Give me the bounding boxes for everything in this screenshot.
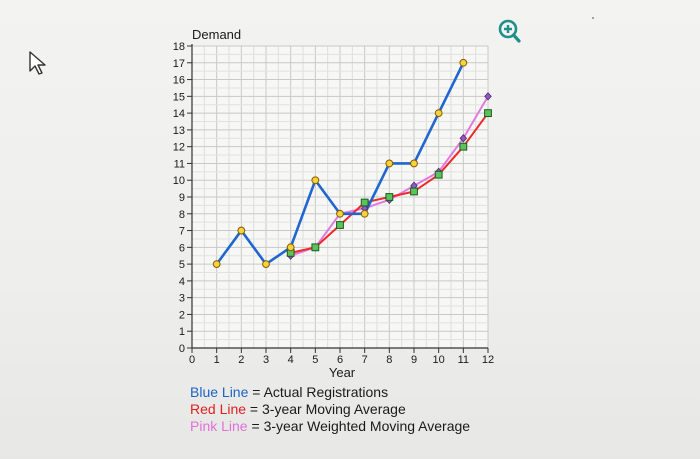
legend-pink-text: 3-year Weighted Moving Average [263,418,471,434]
x-tick-label: 3 [263,354,269,366]
point-actual [410,159,418,168]
legend-equals: = [246,401,263,417]
legend: Blue Line = Actual Registrations Red Lin… [190,384,470,435]
point-actual [434,109,443,118]
y-tick-label: 13 [173,125,185,137]
point-actual [360,209,369,218]
y-tick-label: 0 [179,343,185,355]
x-tick-label: 1 [214,354,220,366]
y-tick-label: 5 [179,259,185,271]
point-actual [286,243,295,252]
point-actual [459,58,468,67]
x-tick-label: 4 [288,354,294,366]
legend-row-actual: Blue Line = Actual Registrations [190,384,470,401]
y-tick-label: 2 [179,309,185,321]
legend-row-weighted-average: Pink Line = 3-year Weighted Moving Avera… [190,418,470,435]
x-tick-label: 2 [238,354,244,366]
point-moving-average [434,170,443,179]
x-tick-label: 12 [482,354,494,366]
point-actual [262,260,270,269]
y-tick-label: 17 [173,58,185,70]
x-tick-label: 9 [411,354,417,366]
point-actual [237,226,246,235]
point-actual [336,209,344,218]
y-tick-label: 9 [179,192,185,204]
y-tick-label: 1 [179,326,185,338]
x-tick-label: 0 [189,354,195,366]
y-tick-label: 16 [173,75,185,87]
x-tick-label: 6 [337,354,343,366]
y-tick-label: 12 [173,142,185,154]
point-actual [212,260,221,269]
y-tick-label: 4 [179,276,185,288]
y-tick-label: 3 [179,293,185,305]
point-weighted-average [459,134,468,143]
legend-equals: = [248,384,264,400]
y-tick-label: 7 [179,226,185,238]
point-moving-average [385,193,394,201]
x-tick-label: 5 [312,354,318,366]
legend-red-text: 3-year Moving Average [262,401,406,417]
point-moving-average [311,243,320,252]
point-actual [385,159,394,168]
x-axis-label: Year [329,365,356,380]
x-tick-label: 8 [386,354,392,366]
mouse-pointer-icon [29,51,46,75]
y-tick-label: 14 [173,108,185,120]
legend-equals: = [247,418,264,434]
y-tick-label: 8 [179,209,185,221]
point-moving-average [410,187,418,196]
point-weighted-average [484,92,492,101]
y-tick-label: 11 [174,158,185,170]
point-actual [311,176,320,185]
legend-pink-label: Pink Line [190,418,248,434]
zoom-in-icon[interactable] [498,19,522,45]
y-tick-label: 18 [173,41,185,53]
point-moving-average [360,198,369,207]
x-tick-label: 11 [458,354,469,366]
x-tick-label: 7 [362,354,368,366]
point-moving-average [459,142,468,151]
point-moving-average [336,221,344,229]
y-tick-label: 15 [173,91,185,103]
legend-blue-text: Actual Registrations [263,384,389,400]
legend-red-label: Red Line [190,401,247,417]
point-moving-average [484,109,492,118]
y-tick-label: 6 [179,242,185,254]
series-layer [212,58,492,269]
x-tick-label: 10 [433,354,445,366]
y-tick-label: 10 [173,175,185,187]
dust-speck [592,17,594,19]
legend-row-moving-average: Red Line = 3-year Moving Average [190,401,470,418]
grid [191,45,489,349]
chart-title: Demand [192,27,241,42]
legend-blue-label: Blue Line [190,384,249,400]
